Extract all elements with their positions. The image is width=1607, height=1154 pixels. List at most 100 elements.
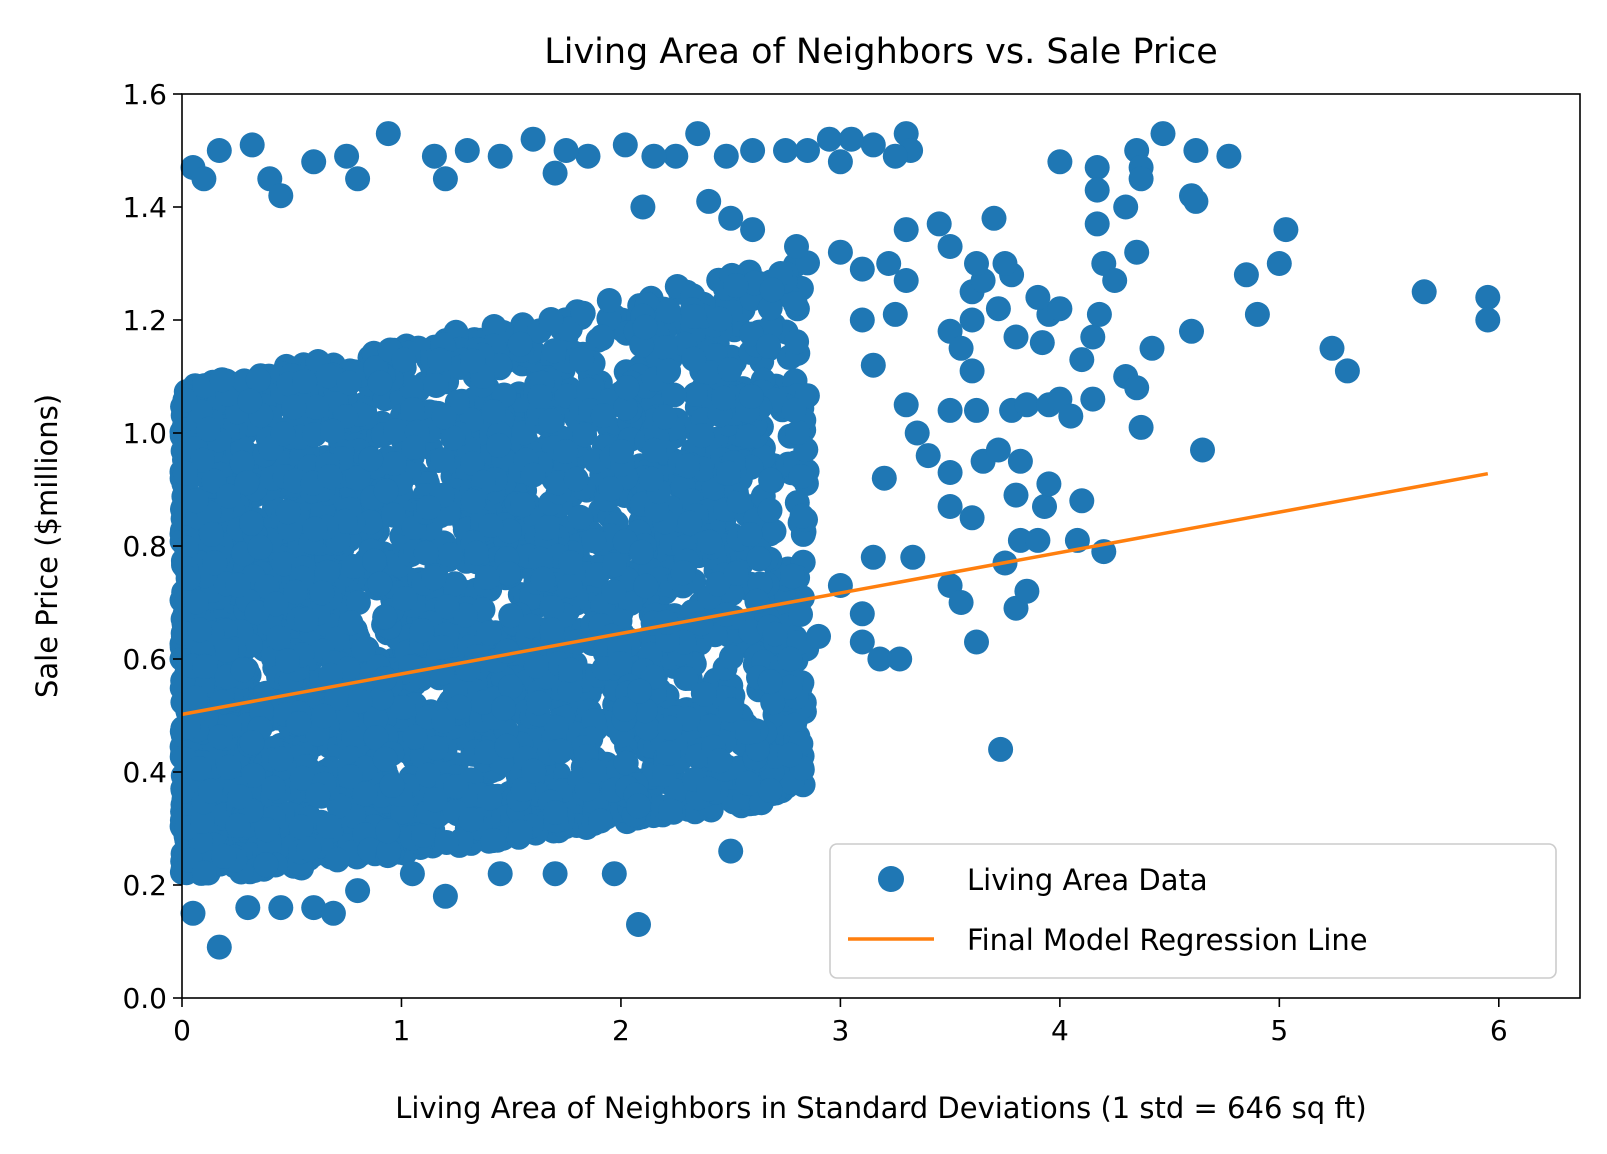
data-point <box>759 277 785 303</box>
data-point <box>476 620 502 646</box>
data-point <box>375 121 401 147</box>
y-axis-ticks: 0.0 0.2 0.4 0.6 0.8 1.0 1.2 1.4 1.6 <box>122 78 182 1015</box>
data-point <box>655 627 680 653</box>
data-point <box>530 566 556 592</box>
data-point <box>206 934 232 960</box>
data-point <box>632 314 658 340</box>
data-point <box>528 546 554 572</box>
data-point <box>601 552 627 578</box>
data-point <box>806 623 831 649</box>
data-point <box>681 303 707 329</box>
data-point <box>375 818 401 844</box>
data-point <box>383 418 408 444</box>
data-point <box>1084 177 1110 203</box>
data-point <box>409 618 435 644</box>
data-point <box>402 724 428 750</box>
data-point <box>491 695 517 721</box>
data-point <box>656 740 681 766</box>
data-point <box>860 544 886 570</box>
data-point <box>244 600 270 626</box>
data-point <box>334 143 360 169</box>
data-point <box>315 363 341 389</box>
data-point <box>688 611 714 637</box>
data-point <box>381 451 407 477</box>
data-point <box>670 560 696 586</box>
data-point <box>788 464 814 489</box>
data-point <box>245 367 271 393</box>
data-point <box>1411 279 1437 305</box>
data-point <box>413 540 439 566</box>
data-point <box>1025 284 1051 310</box>
data-point <box>518 613 544 639</box>
data-point <box>271 551 297 577</box>
data-point <box>1124 239 1150 265</box>
data-point <box>849 307 875 333</box>
data-point <box>541 338 567 364</box>
data-point <box>777 646 803 672</box>
data-point <box>788 601 813 627</box>
data-point <box>553 138 579 163</box>
data-point <box>926 211 952 237</box>
data-point <box>1036 471 1062 497</box>
y-tick-label: 0.6 <box>122 643 167 676</box>
data-point <box>652 762 677 788</box>
y-tick-label: 1.6 <box>122 78 167 111</box>
data-point <box>336 370 362 396</box>
data-point <box>882 301 908 327</box>
data-point <box>237 388 263 414</box>
data-point <box>893 268 919 293</box>
data-point <box>363 725 389 751</box>
data-point <box>477 785 503 811</box>
data-point <box>632 698 658 724</box>
data-point <box>581 758 607 784</box>
data-point <box>270 421 296 447</box>
data-point <box>372 604 398 630</box>
data-point <box>423 735 449 761</box>
data-point <box>400 397 426 422</box>
data-point <box>470 689 496 715</box>
data-point <box>685 121 711 147</box>
data-point <box>757 778 783 803</box>
data-point <box>581 528 607 554</box>
data-point <box>601 579 627 605</box>
data-point <box>239 132 265 158</box>
data-point <box>498 603 524 629</box>
data-point <box>653 609 679 635</box>
data-point <box>376 838 402 864</box>
data-point <box>1014 392 1040 418</box>
data-point <box>613 750 639 776</box>
data-point <box>782 291 808 317</box>
data-point <box>711 385 737 411</box>
data-point <box>195 416 221 442</box>
data-point <box>508 819 534 845</box>
data-point <box>362 548 387 574</box>
data-point <box>180 900 206 926</box>
data-point <box>682 381 708 407</box>
data-point <box>588 808 614 834</box>
data-point <box>202 550 228 576</box>
data-point <box>737 522 763 547</box>
data-point <box>557 657 583 683</box>
data-point <box>431 708 456 734</box>
data-point <box>893 392 919 418</box>
data-point <box>434 594 460 620</box>
y-tick-label: 0.4 <box>122 756 167 789</box>
data-cloud <box>169 250 820 886</box>
data-point <box>784 329 810 355</box>
data-point <box>948 335 974 361</box>
y-tick-label: 0.2 <box>122 869 167 902</box>
data-point <box>762 621 788 647</box>
data-point <box>795 138 820 163</box>
data-point <box>189 808 215 834</box>
data-point <box>964 629 989 655</box>
data-point <box>480 828 506 854</box>
data-point <box>318 662 344 688</box>
data-point <box>576 377 602 403</box>
data-point <box>1150 121 1176 147</box>
data-point <box>286 711 312 736</box>
data-point <box>301 149 327 175</box>
data-point <box>572 422 598 448</box>
data-point <box>225 572 251 598</box>
data-point <box>827 149 853 175</box>
data-point <box>268 183 294 209</box>
